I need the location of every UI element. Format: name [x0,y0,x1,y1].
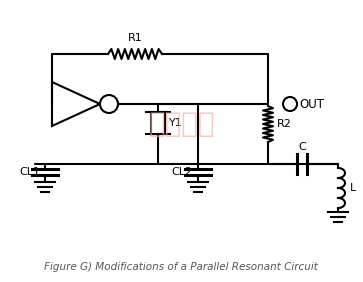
Text: R2: R2 [277,119,292,129]
Text: Figure G) Modifications of a Parallel Resonant Circuit: Figure G) Modifications of a Parallel Re… [44,262,318,272]
Text: CL2: CL2 [172,167,193,177]
Text: Y1: Y1 [169,118,183,128]
Text: 亿金电子: 亿金电子 [149,110,215,138]
Bar [151,112,165,134]
Text: R1: R1 [128,33,142,43]
Text: OUT: OUT [299,98,324,111]
Text: L: L [350,183,356,193]
Text: CL1: CL1 [19,167,40,177]
Text: C: C [298,142,306,152]
